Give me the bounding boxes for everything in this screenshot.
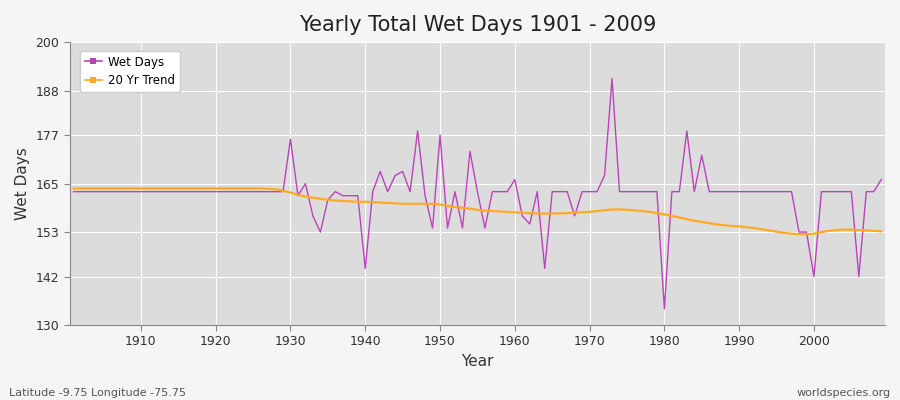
Wet Days [599,173,610,178]
Wet Days [128,189,139,194]
20 Yr Trend [876,229,886,234]
Wet Days [659,306,670,311]
Text: Latitude -9.75 Longitude -75.75: Latitude -9.75 Longitude -75.75 [9,388,186,398]
20 Yr Trend [68,186,79,191]
X-axis label: Year: Year [461,354,494,369]
Wet Days [607,76,617,81]
20 Yr Trend [338,198,348,203]
20 Yr Trend [509,210,520,215]
20 Yr Trend [128,186,139,191]
Wet Days [68,189,79,194]
Wet Days [338,193,348,198]
20 Yr Trend [502,210,513,214]
Wet Days [509,177,520,182]
Text: worldspecies.org: worldspecies.org [796,388,891,398]
Line: 20 Yr Trend: 20 Yr Trend [74,188,881,234]
Wet Days [292,193,303,198]
Legend: Wet Days, 20 Yr Trend: Wet Days, 20 Yr Trend [80,51,180,92]
Y-axis label: Wet Days: Wet Days [15,147,30,220]
20 Yr Trend [599,208,610,213]
Line: Wet Days: Wet Days [74,78,881,309]
20 Yr Trend [794,232,805,236]
20 Yr Trend [292,192,303,197]
Wet Days [876,177,886,182]
Wet Days [502,189,513,194]
Title: Yearly Total Wet Days 1901 - 2009: Yearly Total Wet Days 1901 - 2009 [299,15,656,35]
